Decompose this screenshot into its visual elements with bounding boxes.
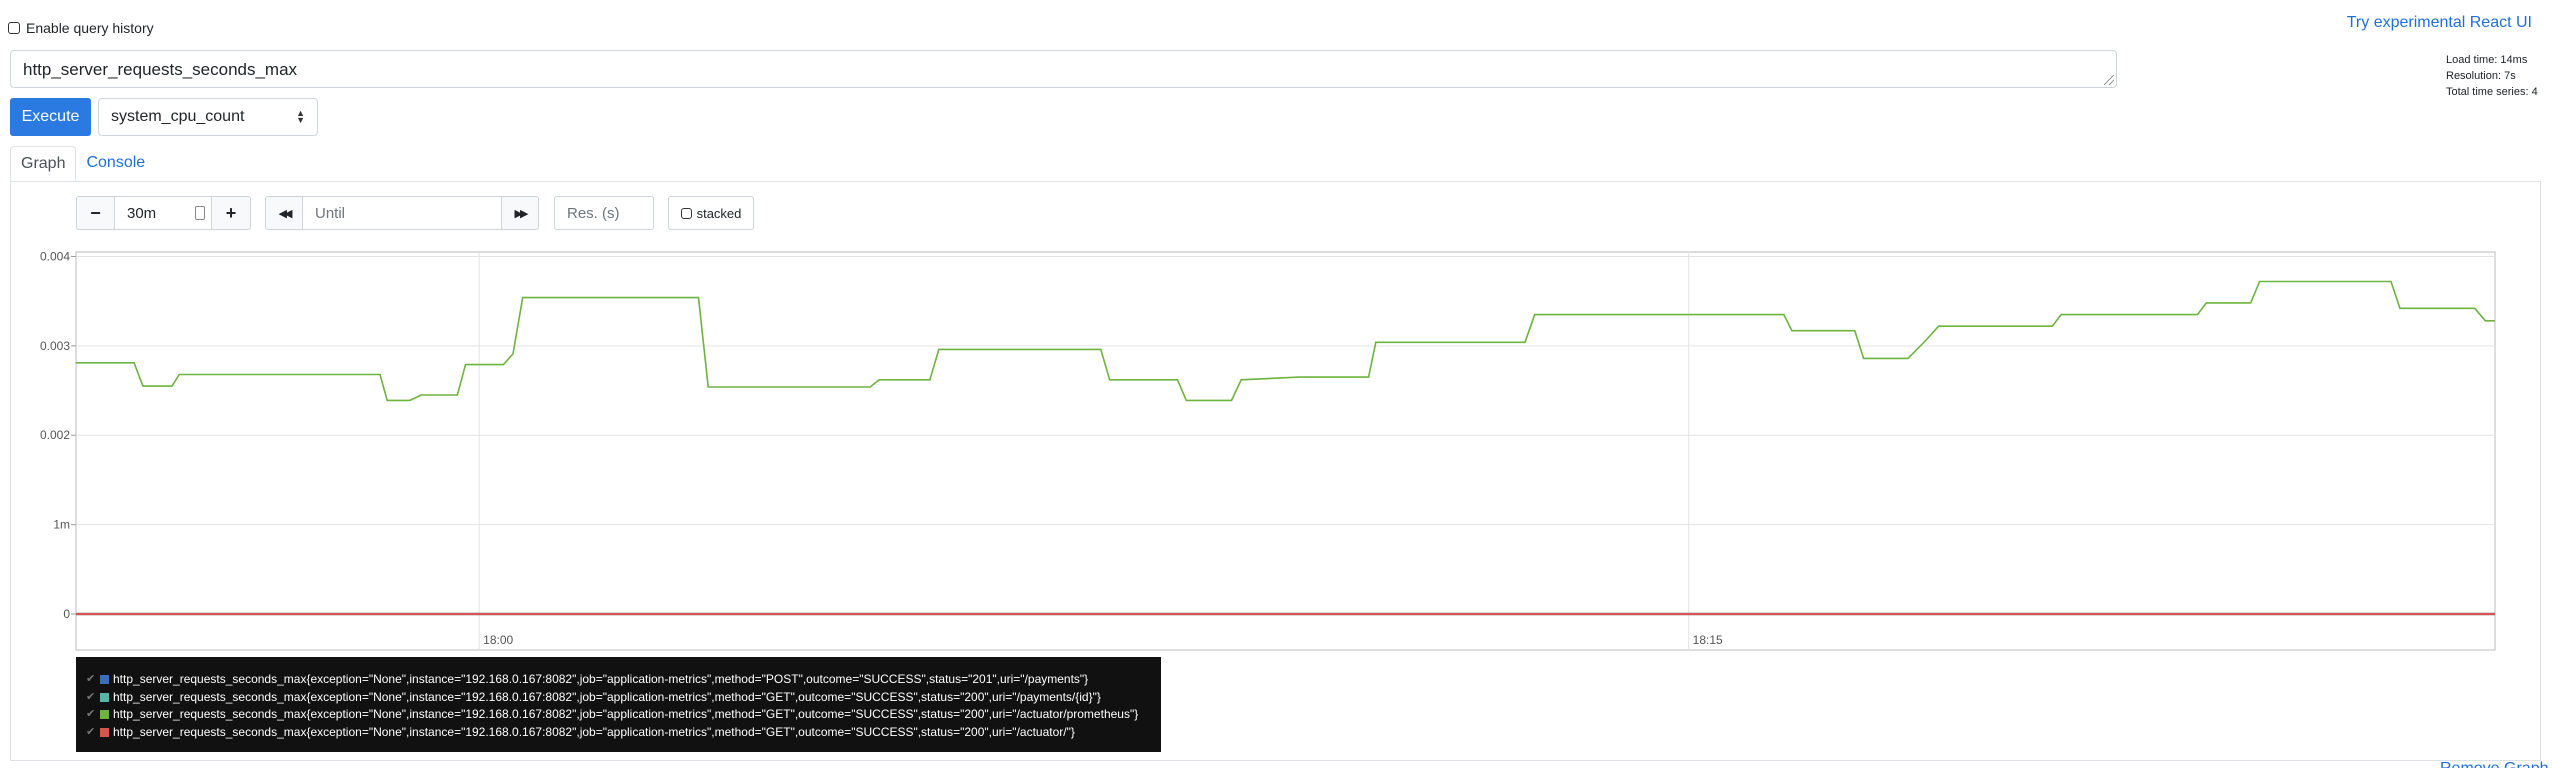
legend-check-icon: ✔ bbox=[86, 690, 96, 703]
legend-item[interactable]: ✔ http_server_requests_seconds_max{except… bbox=[86, 706, 1151, 724]
legend-check-icon: ✔ bbox=[86, 725, 96, 738]
y-tick-label: 0.003 bbox=[40, 339, 70, 353]
tab-console[interactable]: Console bbox=[86, 154, 146, 171]
legend-series-name: http_server_requests_seconds_max{excepti… bbox=[113, 724, 1075, 739]
decrease-range-button[interactable]: − bbox=[76, 196, 115, 230]
total-time-series: Total time series: 4 bbox=[2446, 86, 2538, 98]
legend-swatch bbox=[100, 675, 109, 685]
stacked-label: stacked bbox=[696, 205, 742, 221]
query-history-checkbox[interactable] bbox=[8, 22, 20, 34]
query-history-label: Enable query history bbox=[26, 20, 154, 36]
range-spinner-icon[interactable] bbox=[195, 206, 205, 220]
fast-forward-icon[interactable]: ▶▶ bbox=[501, 196, 539, 230]
y-tick-label: 0 bbox=[63, 607, 70, 621]
view-tabs: Graph Console bbox=[10, 146, 155, 182]
graph-panel bbox=[10, 181, 2541, 761]
stacked-checkbox[interactable] bbox=[680, 207, 692, 219]
rewind-icon[interactable]: ◀◀ bbox=[265, 196, 303, 230]
remove-graph-link[interactable]: Remove Graph bbox=[2440, 760, 2549, 768]
react-ui-link[interactable]: Try experimental React UI bbox=[2346, 14, 2532, 31]
metric-select[interactable]: system_cpu_count ▲ ▼ bbox=[98, 98, 318, 136]
y-tick-label: 0.004 bbox=[40, 249, 70, 263]
load-time: Load time: 14ms bbox=[2446, 54, 2528, 66]
resolution: Resolution: 7s bbox=[2446, 70, 2516, 82]
y-tick-label: 1m bbox=[53, 518, 70, 532]
legend-check-icon: ✔ bbox=[86, 708, 96, 720]
legend-item[interactable]: ✔ http_server_requests_seconds_max{except… bbox=[86, 724, 1151, 742]
x-tick-label: 18:15 bbox=[1693, 633, 1723, 647]
legend-swatch bbox=[100, 692, 109, 702]
legend-series-name: http_server_requests_seconds_max{excepti… bbox=[113, 672, 1089, 686]
metric-select-value: system_cpu_count bbox=[111, 108, 245, 125]
execute-button[interactable]: Execute bbox=[10, 98, 91, 136]
stacked-toggle-button[interactable]: stacked bbox=[668, 196, 754, 230]
x-tick-label: 18:00 bbox=[483, 633, 513, 647]
series-legend: ✔ http_server_requests_seconds_max{except… bbox=[76, 657, 1161, 752]
increase-range-button[interactable]: + bbox=[211, 196, 251, 230]
legend-item[interactable]: ✔ http_server_requests_seconds_max{except… bbox=[86, 671, 1151, 689]
resolution-input[interactable]: Res. (s) bbox=[554, 196, 654, 230]
until-input[interactable]: Until bbox=[302, 196, 502, 230]
legend-swatch bbox=[100, 710, 109, 720]
range-value: 30m bbox=[127, 204, 157, 222]
plot-frame bbox=[75, 251, 2496, 651]
y-tick-label: 0.002 bbox=[40, 428, 70, 442]
range-input[interactable]: 30m bbox=[114, 196, 212, 230]
series-line bbox=[76, 280, 2495, 402]
tab-graph[interactable]: Graph bbox=[10, 146, 77, 182]
resize-grip-icon[interactable] bbox=[2104, 75, 2114, 85]
select-arrows-icon: ▲ ▼ bbox=[296, 108, 305, 125]
query-history-toggle[interactable]: Enable query history bbox=[8, 20, 154, 36]
legend-swatch bbox=[100, 727, 109, 737]
expression-text: http_server_requests_seconds_max bbox=[23, 60, 298, 79]
legend-series-name: http_server_requests_seconds_max{excepti… bbox=[113, 707, 1139, 721]
legend-check-icon: ✔ bbox=[86, 673, 96, 685]
query-stats: Load time: 14ms Resolution: 7s Total tim… bbox=[2446, 52, 2538, 100]
legend-series-name: http_server_requests_seconds_max{excepti… bbox=[113, 689, 1101, 704]
expression-input[interactable]: http_server_requests_seconds_max bbox=[10, 50, 2117, 88]
legend-item[interactable]: ✔ http_server_requests_seconds_max{except… bbox=[86, 689, 1151, 707]
